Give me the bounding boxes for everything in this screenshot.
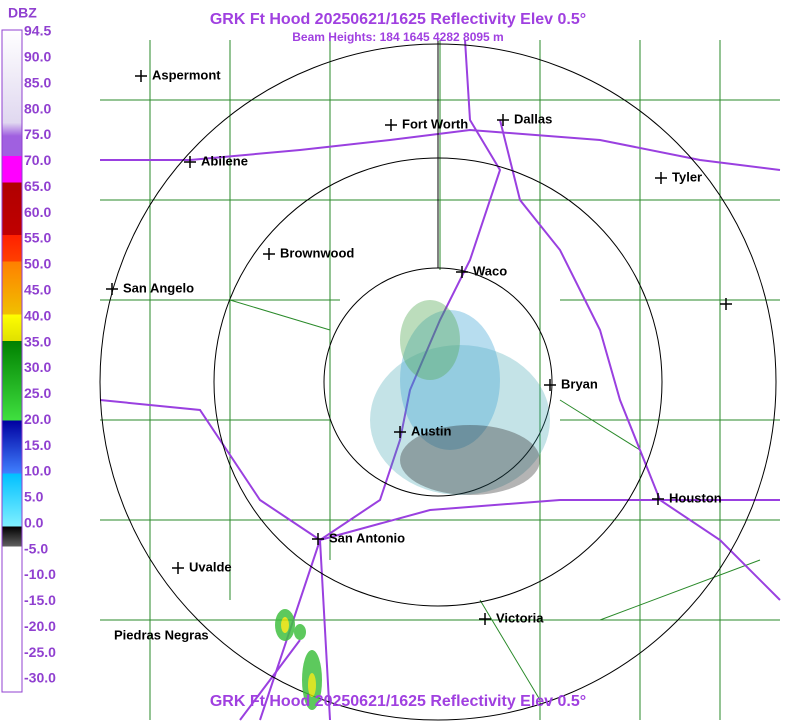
city-marker xyxy=(312,533,324,545)
city-marker xyxy=(172,562,184,574)
city-marker xyxy=(263,248,275,260)
legend-label: 60.0 xyxy=(24,204,51,220)
legend-label: 25.0 xyxy=(24,385,51,401)
legend-label: 55.0 xyxy=(24,230,51,246)
city-label: Piedras Negras xyxy=(114,627,209,642)
city-marker xyxy=(652,493,664,505)
city-marker xyxy=(479,613,491,625)
legend-label: 30.0 xyxy=(24,359,51,375)
legend-unit: DBZ xyxy=(8,5,37,21)
city-label: Austin xyxy=(411,423,452,438)
legend-label: -25.0 xyxy=(24,644,56,660)
legend-label: 15.0 xyxy=(24,437,51,453)
legend-label: 70.0 xyxy=(24,152,51,168)
legend-label: -10.0 xyxy=(24,566,56,582)
legend-label: 35.0 xyxy=(24,333,51,349)
city-marker xyxy=(497,114,509,126)
legend-label: 94.5 xyxy=(24,23,51,39)
legend-label: -30.0 xyxy=(24,670,56,686)
city-marker xyxy=(720,298,732,310)
title: GRK Ft Hood 20250621/1625 Reflectivity E… xyxy=(210,11,586,28)
city-label: Waco xyxy=(473,263,507,278)
legend-label: 10.0 xyxy=(24,463,51,479)
legend-label: -15.0 xyxy=(24,592,56,608)
city-label: Aspermont xyxy=(152,67,221,82)
city-label: Uvalde xyxy=(189,559,232,574)
legend-label: 5.0 xyxy=(24,489,44,505)
legend-label: 40.0 xyxy=(24,307,51,323)
city-marker xyxy=(456,266,468,278)
city-marker xyxy=(394,426,406,438)
city-label: Tyler xyxy=(672,169,702,184)
city-marker xyxy=(544,379,556,391)
city-label: Victoria xyxy=(496,610,544,625)
legend-label: -20.0 xyxy=(24,618,56,634)
city-label: Houston xyxy=(669,490,722,505)
city-marker xyxy=(655,172,667,184)
cities: Aspermont Fort Worth Dallas Abilene Tyler Bro… xyxy=(106,67,732,642)
legend-label: 0.0 xyxy=(24,514,44,530)
city-marker xyxy=(184,156,196,168)
legend-label: 85.0 xyxy=(24,74,51,90)
legend-label: 90.0 xyxy=(24,49,51,65)
city-label: Bryan xyxy=(561,376,598,391)
city-marker xyxy=(135,70,147,82)
map xyxy=(99,39,781,721)
city-label: Abilene xyxy=(201,153,248,168)
footer-title: GRK Ft Hood 20250621/1625 Reflectivity E… xyxy=(210,693,586,710)
subtitle: Beam Heights: 184 1645 4282 8095 m xyxy=(292,30,503,44)
color-bar xyxy=(1,29,23,693)
legend-label: 45.0 xyxy=(24,282,51,298)
city-label: Brownwood xyxy=(280,245,354,260)
legend-label: 75.0 xyxy=(24,126,51,142)
legend-label: 20.0 xyxy=(24,411,51,427)
city-label: Dallas xyxy=(514,111,552,126)
legend-label: 80.0 xyxy=(24,100,51,116)
legend-label: 50.0 xyxy=(24,256,51,272)
legend-label: 65.0 xyxy=(24,178,51,194)
legend-label: -5.0 xyxy=(24,540,48,556)
city-label: Fort Worth xyxy=(402,116,468,131)
city-marker xyxy=(106,283,118,295)
city-marker xyxy=(385,119,397,131)
echoes xyxy=(275,300,550,710)
city-label: San Angelo xyxy=(123,280,194,295)
city-label: San Antonio xyxy=(329,530,405,545)
